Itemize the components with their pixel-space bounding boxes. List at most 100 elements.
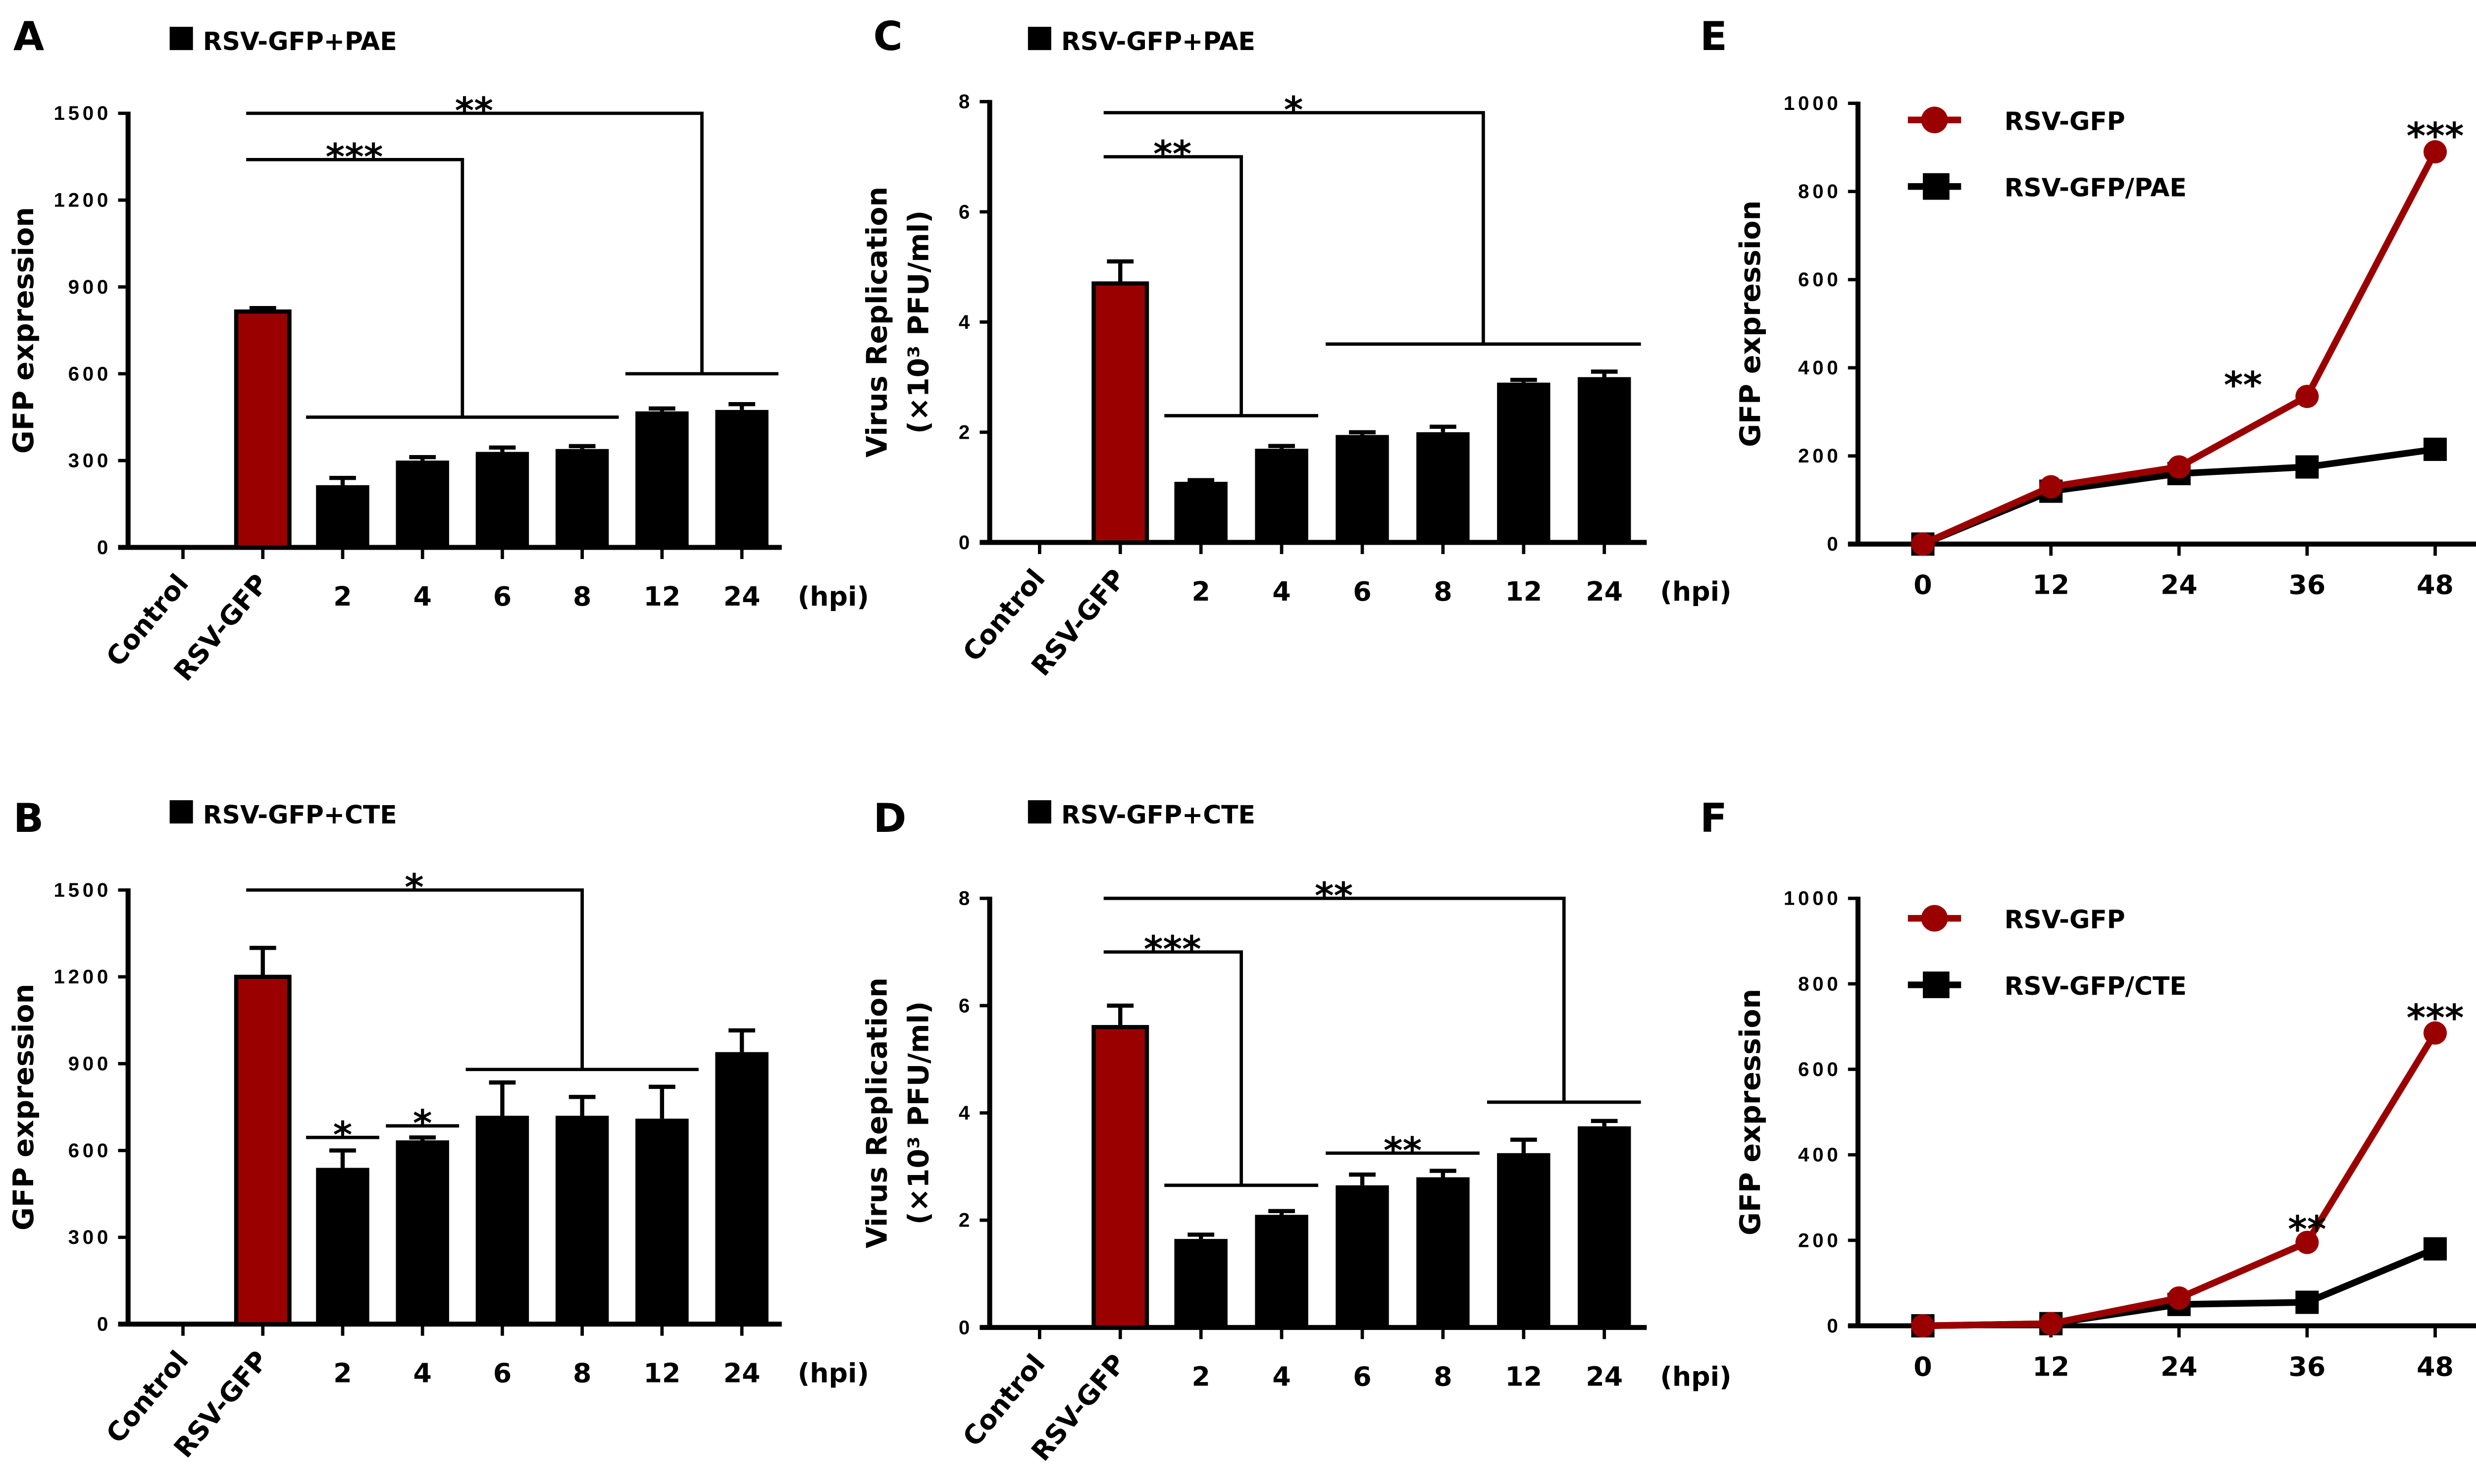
bar: [1091, 1025, 1149, 1330]
legend-label: RSV-GFP/CTE: [2005, 972, 2187, 1001]
x-tick-label: 2: [1191, 1361, 1210, 1392]
y-tick-label: 1000: [1784, 92, 1842, 114]
x-tick-label: 8: [1434, 576, 1452, 607]
data-point: [2167, 1286, 2191, 1310]
significance-label: *: [333, 1114, 353, 1156]
x-tick-label: 24: [2161, 1351, 2198, 1382]
x-tick-label: 6: [1353, 1361, 1371, 1392]
data-point: [2424, 1021, 2447, 1045]
bar: [555, 1116, 609, 1325]
x-tick-label: 4: [413, 1358, 431, 1389]
x-tick-label: 8: [573, 1358, 591, 1389]
y-tick-label: 300: [68, 1226, 111, 1248]
data-point: [2295, 385, 2319, 409]
y-tick-label: 1500: [54, 102, 112, 124]
y-axis-label: GFP expression: [1734, 989, 1767, 1235]
y-axis-label: Virus Replication: [861, 187, 893, 458]
data-point: [2039, 475, 2063, 499]
bar: [1577, 377, 1631, 543]
y-axis-label: (×10³ PFU/ml): [902, 210, 935, 434]
significance-label: **: [1384, 1129, 1422, 1172]
series-line-rsv-gfp: [1921, 150, 2438, 547]
y-tick-label: 1500: [54, 879, 112, 901]
panel-letter: C: [873, 13, 902, 60]
x-tick-label: 6: [493, 581, 512, 612]
data-point: [2167, 455, 2191, 479]
bar: [1416, 432, 1470, 543]
legend-label: RSV-GFP+PAE: [203, 27, 397, 56]
x-tick-label: 8: [573, 581, 591, 612]
panel-E: E 0 200 400 600 800 1000 GFP expression 0 12 24 36 4…: [1700, 13, 2476, 601]
legend-marker: [1921, 106, 1948, 134]
y-tick-label: 1000: [1784, 887, 1842, 910]
y-axis-label: GFP expression: [7, 207, 40, 454]
significance-label: *: [1284, 89, 1303, 132]
y-tick-label: 400: [1798, 357, 1841, 379]
bar: [1174, 1239, 1228, 1328]
x-tick-label: 4: [1272, 576, 1290, 607]
x-tick-label: 12: [2032, 1351, 2069, 1382]
legend-label: RSV-GFP+CTE: [1061, 800, 1255, 829]
bar: [1497, 1153, 1550, 1328]
bar: [1091, 281, 1149, 545]
bar: [475, 1116, 529, 1325]
y-tick-label: 900: [68, 1053, 111, 1075]
y-tick-label: 8: [959, 91, 973, 113]
x-tick-label: 4: [413, 581, 431, 612]
x-unit-label: (hpi): [1660, 1361, 1731, 1392]
bar: [1497, 382, 1550, 543]
legend-swatch: [169, 27, 193, 51]
panel-B: B 0 300 600 900 1200 1500 GFP expression RSV-GFP…: [7, 795, 869, 1464]
bar: [715, 409, 769, 548]
legend-marker: [1922, 972, 1950, 998]
y-tick-label: 200: [1798, 1229, 1841, 1251]
bar: [635, 1119, 689, 1325]
y-tick-label: 0: [97, 536, 111, 559]
y-tick-label: 0: [959, 1316, 973, 1338]
bar: [635, 411, 689, 548]
significance-label: **: [2224, 364, 2262, 407]
x-unit-label: (hpi): [1660, 576, 1731, 607]
y-tick-label: 200: [1798, 445, 1841, 467]
y-axis-label: GFP expression: [1734, 201, 1767, 447]
x-tick-label: 24: [723, 1358, 761, 1389]
x-tick-label: 8: [1434, 1361, 1452, 1392]
data-point: [2039, 1312, 2063, 1335]
legend-swatch: [1028, 800, 1051, 824]
y-axis-label: Virus Replication: [861, 977, 893, 1248]
legend-label: RSV-GFP+CTE: [203, 800, 397, 829]
significance-label: **: [2288, 1208, 2326, 1251]
bar: [555, 449, 609, 548]
bar: [234, 974, 292, 1327]
x-tick-label: 24: [1586, 1361, 1623, 1392]
data-point: [2424, 140, 2447, 164]
data-point: [1911, 1314, 1935, 1338]
y-tick-label: 600: [1798, 268, 1841, 291]
significance-bracket: [1103, 896, 1566, 1102]
significance-label: **: [1153, 133, 1191, 176]
y-tick-label: 900: [68, 276, 111, 298]
significance-label: *: [413, 1102, 432, 1145]
legend-label: RSV-GFP+PAE: [1061, 27, 1255, 56]
x-tick-label: 12: [643, 1358, 680, 1389]
significance-label: **: [455, 90, 493, 132]
significance-bracket: [1103, 950, 1243, 1185]
y-tick-label: 600: [68, 362, 111, 385]
legend-swatch: [169, 800, 193, 824]
x-tick-label: 48: [2417, 569, 2454, 601]
bar: [1577, 1126, 1631, 1328]
bar: [1416, 1177, 1470, 1328]
x-tick-label: 24: [1586, 576, 1623, 607]
data-point: [2424, 1237, 2447, 1261]
y-tick-label: 0: [959, 531, 973, 554]
x-tick-label: 36: [2289, 1351, 2326, 1382]
y-tick-label: 600: [1798, 1058, 1841, 1080]
y-axis-label: GFP expression: [7, 984, 40, 1230]
bar: [715, 1052, 769, 1325]
x-tick-label: 0: [1913, 569, 1932, 601]
panel-F: F 0 200 400 600 800 1000 GFP expression 0 12 24 36 4…: [1700, 795, 2476, 1382]
x-tick-label: 6: [493, 1358, 512, 1389]
